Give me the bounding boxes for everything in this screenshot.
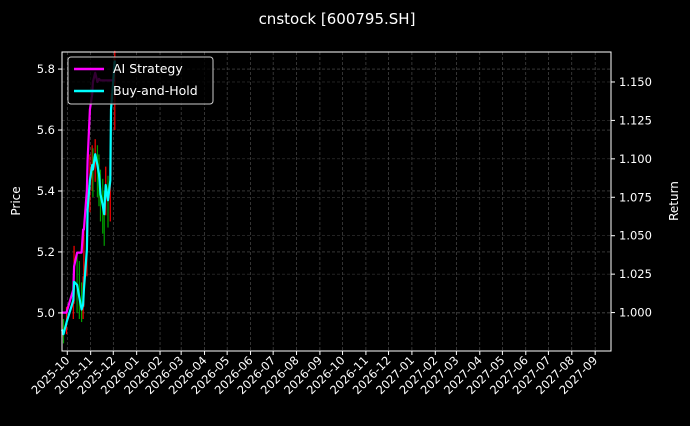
y2-tick-label: 1.125: [619, 113, 652, 127]
y2-axis-label: Return: [667, 181, 681, 221]
y-tick-label: 5.2: [37, 245, 55, 259]
legend: AI Strategy Buy-and-Hold: [67, 56, 214, 105]
y2-tick-label: 1.100: [619, 152, 652, 166]
chart-title: cnstock [600795.SH]: [259, 10, 416, 28]
series-line-buy-and-hold: [60, 60, 116, 336]
y-tick-label: 5.6: [37, 123, 55, 137]
y-tick-label: 5.0: [37, 306, 55, 320]
plot-frame: [61, 51, 612, 352]
y2-tick-label: 1.050: [619, 229, 652, 243]
y2-tick-label: 1.000: [619, 306, 652, 320]
y-tick-label: 5.4: [37, 184, 55, 198]
legend-box: [67, 56, 214, 105]
legend-label-buy-and-hold: Buy-and-Hold: [113, 83, 198, 98]
grid: [62, 52, 611, 351]
y-axis-label: Price: [9, 186, 23, 215]
y2-tick-label: 1.150: [619, 75, 652, 89]
legend-label-ai-strategy: AI Strategy: [113, 61, 183, 76]
y2-tick-label: 1.075: [619, 190, 652, 204]
y-tick-label: 5.8: [37, 62, 55, 76]
y2-tick-label: 1.025: [619, 267, 652, 281]
